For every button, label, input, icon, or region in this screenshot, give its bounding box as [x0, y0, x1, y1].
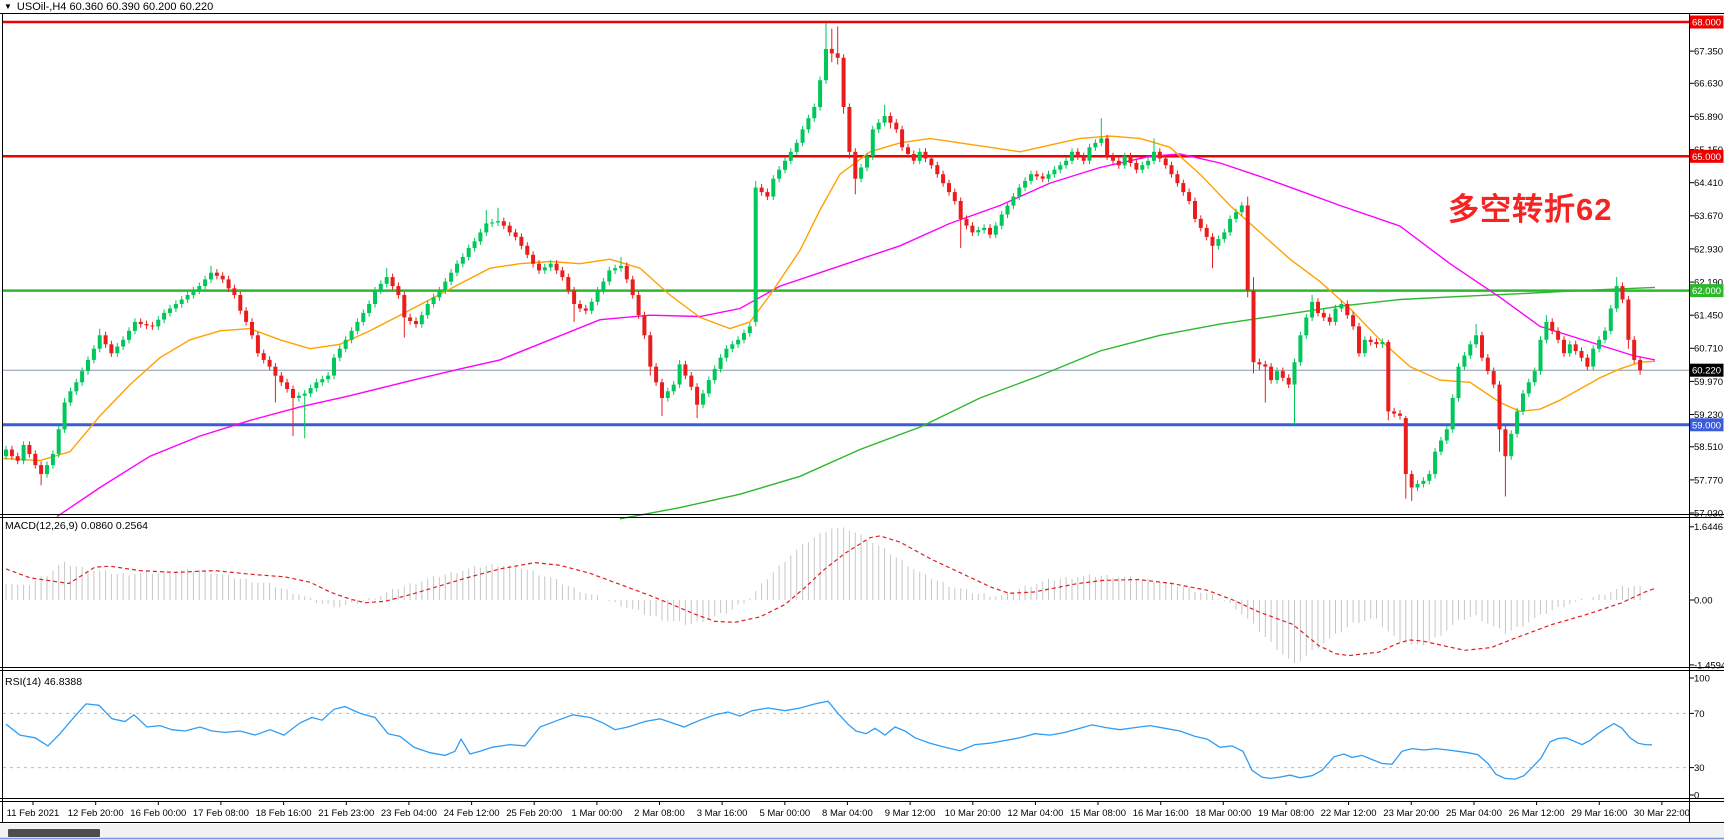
svg-text:17 Feb 08:00: 17 Feb 08:00: [193, 808, 249, 819]
bottom-scrollbar[interactable]: [0, 824, 1724, 840]
svg-text:25 Mar 04:00: 25 Mar 04:00: [1446, 808, 1502, 819]
svg-text:0: 0: [1694, 790, 1699, 801]
symbol-quote-text: USOil-,H4 60.360 60.390 60.200 60.220: [16, 0, 214, 13]
svg-text:9 Mar 12:00: 9 Mar 12:00: [885, 808, 936, 819]
svg-text:25 Feb 20:00: 25 Feb 20:00: [506, 808, 562, 819]
price-level-badge: 59.000: [1689, 418, 1724, 432]
macd-signal-line: [5, 535, 1656, 657]
price-level-badge: 68.000: [1689, 15, 1724, 29]
ma-fast-orange: [2, 135, 1656, 462]
panel-borders: [0, 13, 1724, 823]
scrollbar-thumb: [8, 829, 100, 837]
rsi-panel: 100 70 30 0: [3, 673, 1710, 801]
chart-annotation-text: 多空转折62: [1448, 192, 1613, 227]
time-axis: 11 Feb 2021 12 Feb 20:00 16 Feb 00:00 17 Fe…: [7, 801, 1690, 819]
svg-text:1 Mar 00:00: 1 Mar 00:00: [572, 808, 623, 819]
ma-mid-magenta: [56, 153, 1656, 518]
svg-text:15 Mar 08:00: 15 Mar 08:00: [1070, 808, 1126, 819]
svg-text:29 Mar 16:00: 29 Mar 16:00: [1571, 808, 1627, 819]
svg-text:23 Mar 20:00: 23 Mar 20:00: [1383, 808, 1439, 819]
svg-text:64.410: 64.410: [1694, 178, 1723, 189]
svg-text:18 Mar 00:00: 18 Mar 00:00: [1195, 808, 1251, 819]
svg-text:10 Mar 20:00: 10 Mar 20:00: [945, 808, 1001, 819]
svg-text:0.00: 0.00: [1694, 595, 1713, 606]
svg-text:59.970: 59.970: [1694, 377, 1723, 388]
svg-text:3 Mar 16:00: 3 Mar 16:00: [697, 808, 748, 819]
svg-text:59.230: 59.230: [1694, 410, 1723, 421]
svg-text:61.450: 61.450: [1694, 311, 1723, 322]
dropdown-arrow-icon[interactable]: ▼: [4, 2, 12, 11]
svg-text:2 Mar 08:00: 2 Mar 08:00: [634, 808, 685, 819]
svg-text:30: 30: [1694, 763, 1705, 774]
svg-text:62.190: 62.190: [1694, 278, 1723, 289]
svg-text:62.000: 62.000: [1692, 286, 1721, 297]
svg-text:30 Mar 22:00: 30 Mar 22:00: [1634, 808, 1690, 819]
svg-text:67.350: 67.350: [1694, 47, 1723, 58]
svg-text:5 Mar 00:00: 5 Mar 00:00: [759, 808, 810, 819]
svg-text:26 Mar 12:00: 26 Mar 12:00: [1509, 808, 1565, 819]
price-level-badge: 62.000: [1689, 284, 1724, 298]
price-level-badge: 65.000: [1689, 149, 1724, 163]
svg-text:8 Mar 04:00: 8 Mar 04:00: [822, 808, 873, 819]
svg-text:59.000: 59.000: [1692, 420, 1721, 431]
svg-text:58.510: 58.510: [1694, 442, 1723, 453]
svg-text:66.630: 66.630: [1694, 79, 1723, 90]
svg-text:65.890: 65.890: [1694, 112, 1723, 123]
svg-text:63.670: 63.670: [1694, 211, 1723, 222]
svg-text:18 Feb 16:00: 18 Feb 16:00: [256, 808, 312, 819]
svg-text:-1.4594: -1.4594: [1694, 660, 1724, 671]
svg-text:68.000: 68.000: [1692, 18, 1721, 29]
svg-text:19 Mar 08:00: 19 Mar 08:00: [1258, 808, 1314, 819]
svg-text:1.6446: 1.6446: [1694, 522, 1723, 533]
macd-panel: 1.6446 0.00 -1.4594: [5, 522, 1724, 671]
svg-text:100: 100: [1694, 673, 1710, 684]
svg-text:16 Mar 16:00: 16 Mar 16:00: [1133, 808, 1189, 819]
svg-text:24 Feb 12:00: 24 Feb 12:00: [444, 808, 500, 819]
svg-text:11 Feb 2021: 11 Feb 2021: [7, 808, 60, 819]
svg-text:65.000: 65.000: [1692, 152, 1721, 163]
svg-text:12 Mar 04:00: 12 Mar 04:00: [1007, 808, 1063, 819]
svg-text:57.030: 57.030: [1694, 508, 1723, 519]
svg-text:16 Feb 00:00: 16 Feb 00:00: [130, 808, 186, 819]
ma-slow-green: [619, 286, 1656, 520]
symbol-quote-bar[interactable]: ▼ USOil-,H4 60.360 60.390 60.200 60.220: [4, 0, 213, 13]
price-axis: 67.35066.63065.89065.15064.41063.67062.9…: [1689, 15, 1724, 519]
current-price-badge: 60.220: [1689, 363, 1724, 377]
candles-layer: [4, 22, 1643, 501]
svg-text:57.770: 57.770: [1694, 475, 1723, 486]
rsi-line: [5, 700, 1653, 780]
rsi-indicator-label: RSI(14) 46.8388: [5, 676, 83, 688]
svg-text:21 Feb 23:00: 21 Feb 23:00: [318, 808, 374, 819]
svg-text:70: 70: [1694, 709, 1705, 720]
macd-indicator-label: MACD(12,26,9) 0.0860 0.2564: [5, 520, 149, 532]
svg-text:62.930: 62.930: [1694, 244, 1723, 255]
svg-text:60.710: 60.710: [1694, 344, 1723, 355]
svg-text:23 Feb 04:00: 23 Feb 04:00: [381, 808, 437, 819]
svg-text:12 Feb 20:00: 12 Feb 20:00: [68, 808, 124, 819]
price-level-lines: [3, 20, 1689, 427]
svg-text:22 Mar 12:00: 22 Mar 12:00: [1321, 808, 1377, 819]
svg-text:60.220: 60.220: [1692, 366, 1721, 377]
